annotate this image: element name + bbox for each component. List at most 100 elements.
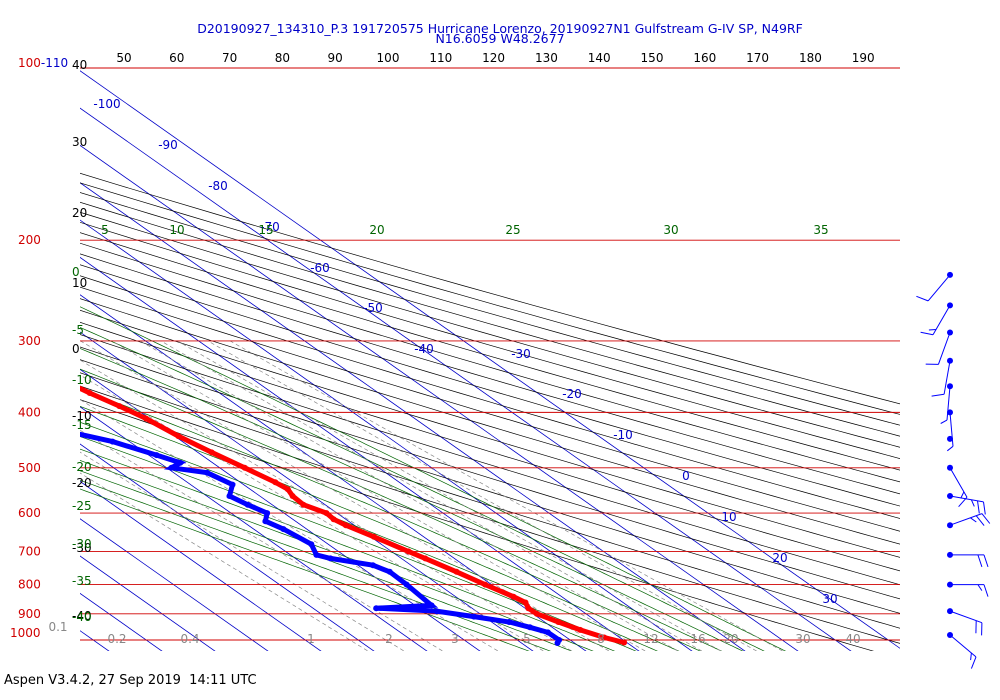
wind-barb-flag: [983, 584, 989, 597]
dewpoint-point: [12, 393, 18, 399]
isotherm-line: [80, 555, 216, 651]
dry-adiabat-line: [80, 334, 900, 586]
theta-label: 190: [852, 51, 875, 65]
wind-barb-flag: [977, 584, 983, 591]
wind-barb-flag: [920, 331, 934, 336]
theta-e-label: -10: [72, 373, 92, 387]
isotherm-line: [80, 406, 428, 651]
dewpoint-point: [153, 452, 160, 459]
height-label: -20: [72, 476, 92, 490]
temperature-point: [601, 634, 608, 641]
wind-barb: [947, 513, 991, 529]
dry-adiabat-line: [80, 201, 900, 437]
dewpoint-point: [244, 501, 251, 508]
wind-barb-station: [947, 435, 953, 442]
wind-barb-flag: [931, 393, 945, 397]
temp-label: -70: [260, 220, 280, 234]
mixing-ratio-label: 0.4: [180, 632, 199, 646]
mixing-ratio-line: [80, 451, 405, 651]
theta-e-label: -20: [72, 460, 92, 474]
theta-label: 160: [693, 51, 716, 65]
dewpoint-point: [526, 624, 533, 631]
temperature-point: [522, 599, 529, 606]
mixing-ratio-line: [140, 340, 679, 651]
wind-barb-flag: [977, 500, 980, 514]
theta-e-label: 15: [258, 223, 273, 237]
wind-barb-staff: [937, 332, 951, 365]
temperature-point: [143, 415, 149, 422]
dry-adiabat-line: [80, 286, 900, 532]
wind-barb: [947, 632, 977, 669]
theta-e-label: 35: [813, 223, 828, 237]
temperature-point: [272, 479, 279, 486]
dewpoint-point: [386, 568, 393, 575]
dewpoint-point: [204, 469, 211, 476]
wind-barb-flag: [983, 554, 989, 568]
height-label: 0: [72, 342, 80, 356]
isotherm-line: [80, 443, 375, 651]
temperature-point: [58, 376, 64, 382]
background-lines: [80, 70, 900, 651]
mixing-ratio-label: 40: [845, 632, 860, 646]
dry-adiabat-line: [80, 182, 900, 415]
mixing-ratio-label: 5: [523, 632, 531, 646]
wind-barb: [940, 383, 953, 424]
dry-adiabat-line: [80, 372, 900, 629]
mixing-ratio-line: [80, 374, 545, 651]
height-label: -30: [72, 541, 92, 555]
dry-adiabat-line: [80, 211, 900, 448]
theta-label: 60: [169, 51, 184, 65]
theta-label: 140: [588, 51, 611, 65]
temperature-point: [208, 449, 215, 456]
mixing-ratio-line: [160, 340, 703, 651]
wind-barb-flag: [981, 513, 991, 524]
theta-label: 100: [377, 51, 400, 65]
temp-label: -50: [363, 301, 383, 315]
dry-adiabat-line: [80, 221, 900, 459]
dry-adiabat-line: [80, 309, 900, 558]
wind-barb-flag: [940, 419, 948, 424]
isotherm-line: [80, 518, 269, 651]
temperature-point: [533, 610, 540, 617]
dewpoint-point: [506, 619, 513, 625]
isotherm-line: [80, 294, 587, 651]
mixing-ratio-label: 16: [690, 632, 705, 646]
temperature-point: [621, 639, 628, 646]
dewpoint-point: [28, 397, 34, 403]
dewpoint-point: [262, 518, 269, 525]
temperature-point: [330, 516, 337, 523]
wind-barb: [947, 435, 953, 442]
temperature-point: [577, 626, 584, 633]
theta-e-label: 20: [369, 223, 384, 237]
theta-e-label: -25: [72, 499, 92, 513]
dry-adiabat-line: [80, 172, 900, 405]
theta-e-label: -5: [72, 323, 84, 337]
theta-label: 110: [429, 51, 452, 65]
pressure-label: 200: [18, 233, 41, 247]
dry-adiabat-line: [80, 264, 900, 507]
dewpoint-point: [403, 581, 410, 588]
theta-e-label: 30: [663, 223, 678, 237]
pressure-label: 600: [18, 506, 41, 520]
mixing-ratio-line: [207, 340, 758, 651]
temperature-point: [47, 373, 53, 379]
pressure-label: 100-110: [18, 56, 68, 70]
temp-label: -100: [93, 97, 120, 111]
moist-adiabat-line: [80, 470, 573, 651]
height-label: 30: [72, 135, 87, 149]
temperature-point: [241, 464, 248, 471]
mixing-ratio-label: 0.2: [107, 632, 126, 646]
dewpoint-point: [470, 613, 477, 620]
temperature-point: [510, 593, 517, 600]
dewpoint-point: [327, 555, 334, 562]
moist-adiabat-line: [80, 368, 723, 651]
temp-label: -60: [310, 261, 330, 275]
chart-title-line1: D20190927_134310_P.3 191720575 Hurricane…: [197, 21, 803, 36]
mixing-ratio-label: 2: [385, 632, 393, 646]
temperature-point: [284, 486, 291, 493]
isotherm-line: [80, 182, 746, 651]
temperature-point: [300, 501, 307, 508]
pressure-label: 300: [18, 334, 41, 348]
dewpoint-point: [1, 389, 7, 395]
